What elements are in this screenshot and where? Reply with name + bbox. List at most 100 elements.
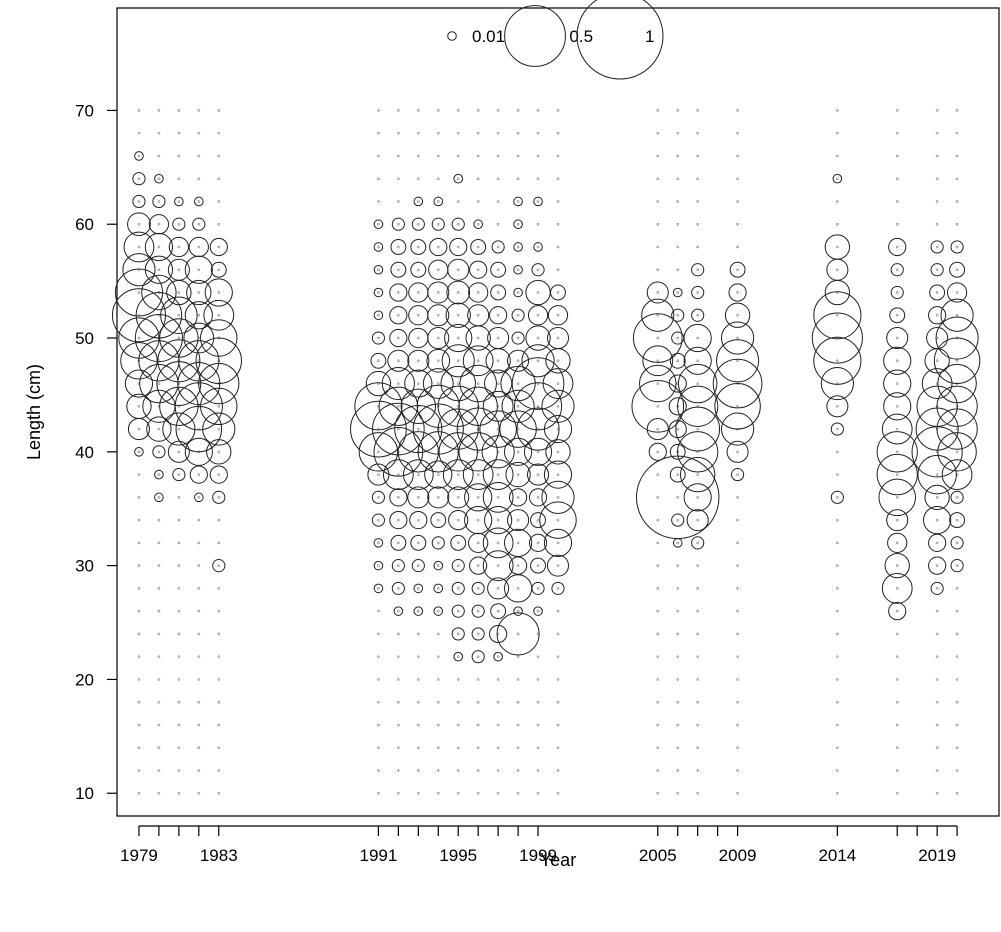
- background-point: [496, 200, 500, 203]
- bubble: [448, 509, 469, 531]
- background-point: [436, 177, 440, 181]
- background-point: [696, 518, 700, 522]
- background-point: [456, 700, 460, 704]
- background-point: [556, 450, 560, 454]
- background-point: [836, 154, 839, 158]
- bubble: [411, 217, 425, 231]
- background-point: [736, 723, 739, 727]
- bubble: [200, 387, 238, 426]
- background-point: [516, 291, 520, 294]
- bubble: [930, 240, 944, 254]
- legend-bubble: [504, 5, 566, 67]
- background-point: [436, 154, 440, 158]
- bubble: [453, 651, 464, 662]
- background-point: [516, 109, 520, 112]
- bubble: [371, 490, 385, 504]
- background-point: [696, 245, 700, 249]
- background-point: [935, 518, 939, 522]
- background-point: [456, 109, 460, 112]
- background-point: [177, 291, 181, 294]
- background-point: [935, 177, 939, 181]
- x-tick-label: 2009: [719, 846, 757, 865]
- bubble: [683, 323, 712, 353]
- bubble: [438, 432, 478, 472]
- background-point: [736, 678, 739, 681]
- background-point: [197, 700, 201, 704]
- background-point: [476, 723, 480, 727]
- background-point: [656, 655, 660, 659]
- bubble: [120, 342, 158, 380]
- bubble: [830, 490, 844, 504]
- background-point: [157, 564, 161, 567]
- bubble: [433, 196, 444, 207]
- bubble: [134, 151, 144, 161]
- background-point: [217, 632, 221, 636]
- x-tick-label: 1991: [359, 846, 397, 865]
- background-point: [895, 404, 899, 408]
- bubble: [546, 554, 570, 577]
- background-point: [456, 746, 460, 750]
- background-point: [436, 291, 440, 294]
- background-point: [177, 222, 181, 226]
- bubble: [887, 532, 908, 553]
- background-point: [377, 131, 380, 135]
- background-point: [456, 336, 460, 340]
- background-point: [656, 587, 660, 590]
- data-bubbles: [111, 151, 981, 664]
- background-point: [935, 245, 939, 249]
- bubble: [550, 284, 566, 301]
- bubble: [496, 612, 540, 656]
- background-point: [836, 769, 839, 772]
- background-point: [137, 336, 141, 340]
- background-point: [377, 245, 380, 249]
- background-point: [676, 291, 680, 294]
- background-point: [895, 336, 899, 340]
- background-point: [656, 291, 660, 294]
- bubble: [202, 412, 236, 446]
- background-point: [456, 313, 460, 317]
- bubble: [152, 445, 166, 459]
- x-tick-label: 2019: [918, 846, 956, 865]
- background-point: [676, 336, 680, 340]
- y-axis-title: Length (cm): [24, 364, 44, 460]
- bubble: [365, 370, 392, 397]
- background-point: [177, 473, 181, 476]
- bubble: [373, 560, 384, 571]
- background-point: [935, 723, 939, 727]
- background-point: [416, 154, 420, 158]
- bubble: [890, 263, 904, 277]
- bubble: [824, 234, 851, 260]
- y-tick-label: 10: [75, 784, 94, 803]
- background-point: [476, 632, 480, 636]
- background-point: [397, 746, 400, 750]
- background-point: [656, 791, 660, 795]
- bubble: [212, 490, 226, 504]
- bubble: [426, 348, 451, 373]
- background-point: [656, 131, 660, 135]
- y-tick-label: 40: [75, 443, 94, 462]
- background-point: [397, 518, 400, 522]
- background-point: [476, 769, 480, 772]
- background-point: [377, 359, 380, 363]
- background-point: [836, 450, 839, 454]
- background-point: [377, 177, 380, 181]
- background-point: [416, 200, 420, 203]
- bubble: [513, 264, 523, 275]
- background-point: [696, 564, 700, 567]
- bubble: [390, 261, 407, 278]
- background-point: [676, 587, 680, 590]
- background-point: [676, 541, 680, 545]
- bubble: [724, 302, 751, 328]
- background-point: [436, 245, 440, 249]
- background-point: [476, 473, 480, 476]
- background-point: [177, 609, 181, 613]
- background-point: [536, 791, 540, 795]
- background-point: [676, 200, 680, 203]
- background-point: [516, 678, 520, 681]
- background-point: [217, 427, 221, 431]
- background-point: [696, 655, 700, 659]
- bubble: [146, 416, 172, 442]
- background-point: [895, 655, 899, 659]
- background-point: [895, 473, 899, 476]
- bubble: [183, 322, 215, 354]
